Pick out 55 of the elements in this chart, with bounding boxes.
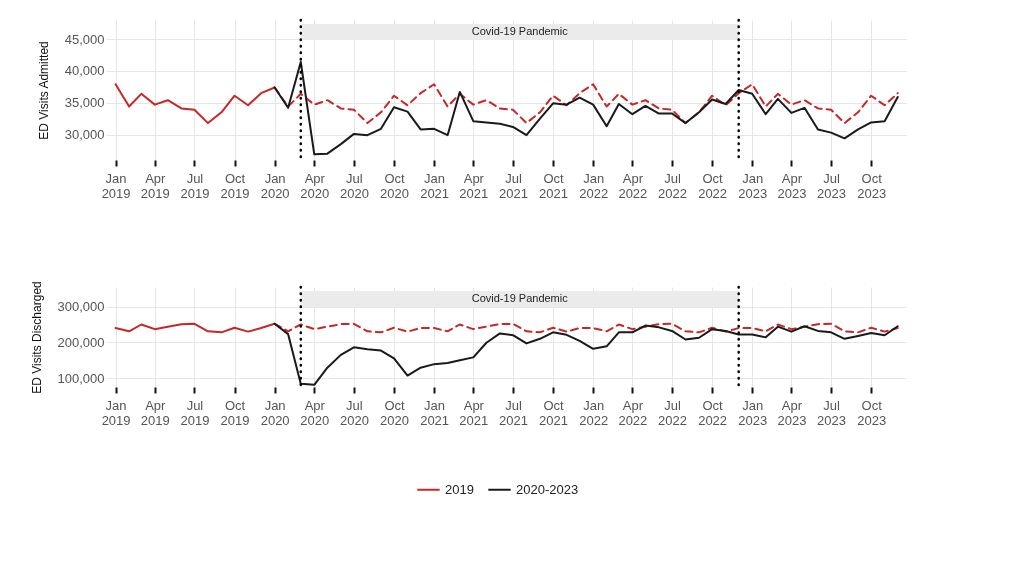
x-tick-label: Jan 2020 xyxy=(260,170,290,201)
x-tick-label: Oct 2022 xyxy=(698,170,728,201)
y-tick-label: 100,000 xyxy=(57,370,105,386)
y-tick-label: 200,000 xyxy=(57,334,105,350)
x-tick-label: Oct 2020 xyxy=(380,170,409,201)
y-tick-label: 30,000 xyxy=(64,127,105,143)
x-tick-label: Jan 2023 xyxy=(738,397,768,428)
y-axis-title: ED Visits Discharged xyxy=(29,281,44,394)
x-tick-label: Apr 2019 xyxy=(140,397,170,428)
x-tick-label: Jul 2022 xyxy=(658,170,687,201)
x-tick-label: Jan 2019 xyxy=(101,170,131,201)
x-tick-label: Apr 2022 xyxy=(618,170,648,201)
x-tick-label: Apr 2021 xyxy=(459,170,489,201)
x-tick-label: Apr 2023 xyxy=(777,397,807,428)
x-tick-label: Jan 2022 xyxy=(579,397,609,428)
x-tick-label: Jan 2020 xyxy=(260,397,290,428)
x-tick-label: Jul 2019 xyxy=(180,170,210,201)
x-tick-label: Apr 2022 xyxy=(618,397,648,428)
x-tick-label: Apr 2021 xyxy=(459,397,489,428)
y-axis-title: ED Visits Admitted xyxy=(36,41,51,140)
y-tick-label: 300,000 xyxy=(57,299,105,315)
x-tick-label: Jan 2022 xyxy=(579,170,609,201)
x-tick-label: Jul 2022 xyxy=(658,397,687,428)
legend-label: 2020-2023 xyxy=(516,481,579,497)
x-tick-label: Jul 2021 xyxy=(499,170,528,201)
x-tick-label: Oct 2021 xyxy=(539,170,569,201)
line-series xyxy=(273,322,899,386)
x-tick-label: Apr 2020 xyxy=(300,397,330,428)
line-series xyxy=(273,61,899,156)
x-tick-label: Apr 2023 xyxy=(777,170,807,201)
x-tick-label: Jul 2021 xyxy=(499,397,528,428)
x-tick-label: Oct 2022 xyxy=(698,397,728,428)
x-tick-label: Jul 2020 xyxy=(339,397,369,428)
x-tick-label: Jan 2021 xyxy=(420,397,450,428)
x-tick-label: Apr 2020 xyxy=(300,170,330,201)
x-tick-label: Jul 2023 xyxy=(817,170,847,201)
x-tick-label: Jul 2023 xyxy=(817,397,847,428)
x-tick-label: Jan 2019 xyxy=(101,397,131,428)
x-tick-label: Oct 2019 xyxy=(220,397,250,428)
x-tick-label: Apr 2019 xyxy=(140,170,170,201)
x-tick-label: Oct 2019 xyxy=(220,170,250,201)
legend-label: 2019 xyxy=(445,481,474,497)
x-tick-label: Jan 2021 xyxy=(420,170,450,201)
band-label: Covid-19 Pandemic xyxy=(471,25,569,37)
x-tick-label: Oct 2020 xyxy=(380,397,409,428)
y-tick-label: 45,000 xyxy=(64,31,105,47)
x-tick-label: Jul 2020 xyxy=(339,170,369,201)
band-label: Covid-19 Pandemic xyxy=(471,292,569,304)
x-tick-label: Jul 2019 xyxy=(180,397,210,428)
y-tick-label: 40,000 xyxy=(64,63,105,79)
y-tick-label: 35,000 xyxy=(64,95,105,111)
x-tick-label: Oct 2023 xyxy=(857,170,887,201)
x-tick-label: Oct 2021 xyxy=(539,397,569,428)
x-tick-label: Jan 2023 xyxy=(738,170,768,201)
x-tick-label: Oct 2023 xyxy=(857,397,887,428)
